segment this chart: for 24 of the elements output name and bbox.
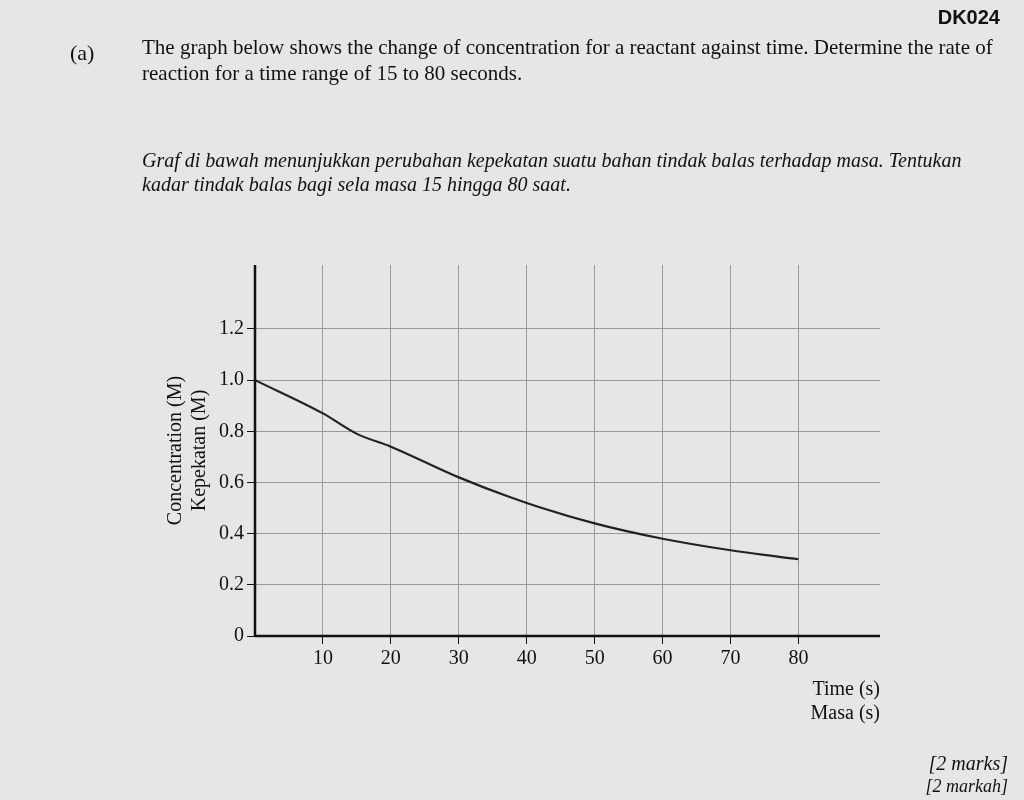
y-tick-label: 0.8 (219, 418, 244, 441)
text: (a) (70, 40, 95, 66)
x-tick-label: 20 (380, 646, 401, 669)
line-series (255, 379, 800, 561)
y-tick-label: 0.6 (219, 469, 244, 492)
y-tick-label: 0 (234, 623, 244, 646)
x-tick-label: 10 (312, 646, 333, 669)
text: DK024 (937, 6, 1000, 29)
y-tick-label: 0.4 (219, 520, 244, 543)
chart-subtitle: Graf di bawah menunjukkan perubahan kepekatan suatu bahan tindak balas terhadap masa. Tentukan kadar tindak balas bagi sela masa 15 hingga 80 saat. (142, 148, 963, 196)
x-tick-label: 40 (516, 646, 537, 669)
chart-title: The graph below shows the change of concentration for a reactant against time. Determine the rate of reaction for a time range of 15 to 80 seconds. (142, 34, 994, 86)
x-tick-label: 70 (720, 646, 741, 669)
x-tick-label: 80 (788, 646, 809, 669)
y-axis-title: Concentration (M) Kepekatan (M) (163, 375, 211, 526)
x-tick-label: 30 (448, 646, 469, 669)
x-tick-label: 60 (652, 646, 673, 669)
y-tick-label: 1.0 (219, 367, 244, 390)
text: [2 markah] (925, 776, 1008, 797)
y-tick-label: 0.2 (219, 572, 244, 595)
text: [2 marks] (928, 752, 1008, 775)
y-tick-label: 1.2 (219, 316, 244, 339)
x-axis-title: Time (s) Masa (s) (810, 677, 880, 725)
x-tick-label: 50 (584, 646, 605, 669)
